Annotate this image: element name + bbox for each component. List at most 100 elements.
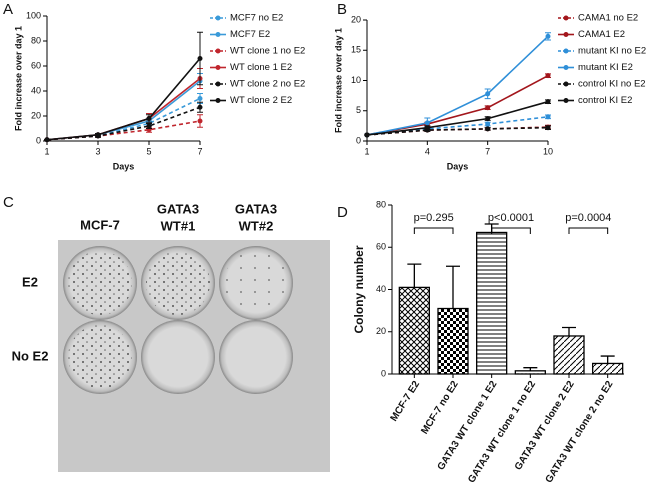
point [197,96,203,101]
series-line [46,57,201,141]
y-tick-label: 80 [376,199,386,209]
significance-bracket [568,227,609,234]
colonies [146,251,210,315]
point [545,33,551,39]
bar [398,286,430,375]
series-line [366,100,549,136]
point [545,114,551,120]
bar [553,335,585,375]
x-tick-label: 7 [485,146,490,156]
legend-label: mutant KI E2 [578,62,633,73]
panel-label: A [3,1,13,18]
x-tick-label: 1 [44,146,49,156]
y-tick-label: 0 [356,135,361,145]
legend-marker [215,48,221,54]
point [197,56,203,61]
y-tick-label: 10 [351,75,361,85]
y-tick-label: 20 [351,14,361,24]
legend-label: CAMA1 no E2 [578,13,638,24]
point [197,118,203,124]
legend-marker [563,65,569,70]
point [485,121,491,127]
y-tick-label: 20 [376,326,386,336]
point [545,73,551,79]
point [364,132,370,138]
y-axis-label: Fold increase over day 1 [333,28,343,133]
point [146,123,152,129]
legend-label: control KI no E2 [578,79,646,90]
series-line [46,97,201,141]
x-tick-label: 5 [146,146,151,156]
significance-bracket [413,227,454,234]
error-bar [446,265,460,309]
x-tick-label: 7 [197,146,202,156]
column-label: WT#2 [239,218,274,233]
legend-label: MCF7 no E2 [230,13,283,24]
bar [476,231,508,375]
legend-label: WT clone 1 no E2 [230,46,305,57]
panel-label: B [337,1,347,18]
y-axis-label: Fold increase over day 1 [13,26,23,131]
well [219,320,293,394]
series-line [366,74,549,136]
x-tick-label: 3 [95,146,100,156]
y-tick-label: 60 [376,242,386,252]
legend-label: control KI E2 [578,95,632,106]
y-tick-label: 5 [356,105,361,115]
panel-label: D [337,204,348,221]
colonies [68,251,132,315]
legend-label: mutant KI no E2 [578,46,646,57]
legend-label: WT clone 2 E2 [230,95,292,106]
x-tick-label: 10 [543,146,553,156]
column-label: MCF-7 [80,217,120,232]
point [485,105,491,111]
legend-marker [563,48,569,54]
error-bar [562,326,576,336]
legend-marker [563,15,569,21]
y-tick-label: 15 [351,45,361,55]
x-tick-label: MCF-7 E2 [389,379,423,424]
legend-label: WT clone 1 E2 [230,62,292,73]
x-tick-label: 1 [364,146,369,156]
legend-label: CAMA1 E2 [578,29,625,40]
y-tick-label: 40 [31,85,41,95]
error-bar [407,263,422,288]
point [485,91,491,97]
legend-marker [215,32,221,37]
legend-marker [215,15,221,21]
y-tick-label: 60 [31,60,41,70]
point [95,132,101,138]
bar [592,362,624,375]
legend-marker [215,98,221,103]
column-label: WT#1 [161,218,196,233]
y-axis-label: Colony number [352,245,366,333]
y-tick-label: 40 [376,284,386,294]
legend-marker [563,98,569,103]
y-tick-label: 20 [31,110,41,120]
point [197,104,203,110]
p-value: p=0.0004 [565,212,611,224]
y-tick-label: 100 [26,10,41,20]
x-axis-label: Days [113,161,135,171]
column-label: GATA3 [235,201,277,216]
bar [437,307,469,375]
point [44,137,50,143]
series-line [46,106,201,141]
x-tick-label: MCF-7 no E2 [419,379,461,437]
row-label: E2 [22,274,38,289]
significance-bracket [491,227,531,234]
x-tick-label: 4 [425,146,430,156]
x-tick-label: GATA3 WT clone 1 no E2 [466,379,538,485]
point [424,120,430,126]
legend-label: MCF7 E2 [230,29,270,40]
column-label: GATA3 [157,201,199,216]
error-bar [600,355,615,364]
point [424,125,430,131]
error-bar [523,367,538,371]
y-tick-label: 80 [31,35,41,45]
x-axis-label: Days [447,161,469,171]
legend-marker [563,32,569,37]
panel-label: C [3,194,14,211]
point [485,116,491,122]
p-value: p=0.295 [414,212,454,224]
